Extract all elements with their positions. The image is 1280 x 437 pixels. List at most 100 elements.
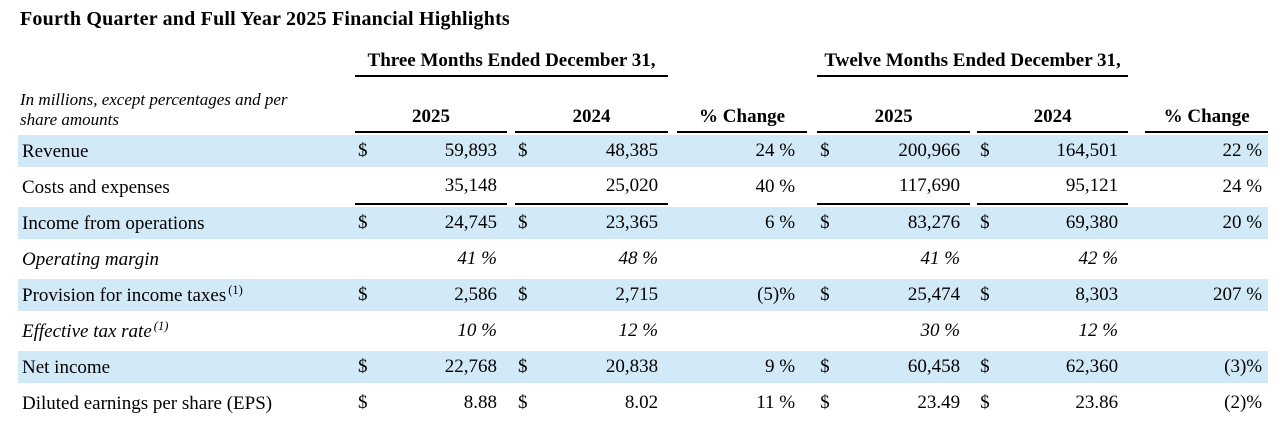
spacer: [668, 313, 677, 349]
dollar-sign: [355, 241, 378, 277]
spacer: [1128, 241, 1145, 277]
value-cell: 12 %: [1078, 320, 1119, 341]
spacer: [668, 385, 677, 421]
spacer: [1128, 349, 1146, 385]
spacer: [1128, 313, 1145, 349]
spacer: [1128, 385, 1145, 421]
value-cell: 59,893: [378, 133, 507, 169]
section-header-twelve-months: Twelve Months Ended December 31,: [817, 45, 1129, 77]
spacer: [970, 133, 978, 169]
value-cell: 95,121: [1000, 169, 1129, 205]
value-cell: 41 %: [920, 248, 961, 269]
row-label-text: Revenue: [22, 141, 89, 162]
spacer: [807, 77, 817, 133]
value-cell: 2,715: [538, 277, 669, 313]
value-cell: 62,360: [1000, 349, 1129, 385]
dollar-sign: [515, 169, 538, 205]
table-row-diluted-eps: Diluted earnings per share (EPS) $ 8.88 …: [18, 385, 1268, 421]
pct-change-cell: (5)%: [677, 277, 808, 313]
financial-highlights-table: Three Months Ended December 31, Twelve M…: [18, 45, 1269, 421]
dollar-sign: [355, 313, 378, 349]
row-label-text: Costs and expenses: [22, 177, 170, 198]
spacer: [668, 45, 677, 77]
value-cell: 200,966: [840, 133, 971, 169]
spacer: [1128, 77, 1145, 133]
dollar-sign: $: [355, 277, 378, 313]
pct-change-cell: [1145, 241, 1268, 277]
row-label: Revenue: [18, 133, 355, 169]
pct-change-cell: [677, 313, 807, 349]
dollar-sign: $: [355, 205, 378, 241]
dollar-sign: [515, 241, 538, 277]
row-label: Costs and expenses: [18, 169, 355, 205]
units-note: In millions, except percentages and per …: [20, 90, 288, 129]
value-cell: 41 %: [457, 248, 497, 269]
value-cell: 164,501: [1000, 133, 1129, 169]
pct-change-cell: 9 %: [677, 349, 808, 385]
column-header-row: In millions, except percentages and per …: [18, 77, 1269, 133]
dollar-sign: $: [355, 133, 378, 169]
dollar-sign: [817, 241, 840, 277]
spacer: [1128, 277, 1146, 313]
dollar-sign: $: [515, 277, 538, 313]
dollar-sign: $: [817, 277, 841, 313]
spacer: [668, 277, 678, 313]
dollar-sign: $: [977, 349, 1001, 385]
spacer: [970, 169, 977, 205]
spacer: [970, 313, 977, 349]
dollar-sign: [977, 241, 1000, 277]
spacer: [18, 45, 355, 77]
value-cell: 42 %: [1078, 248, 1119, 269]
section-header-three-months: Three Months Ended December 31,: [355, 45, 669, 77]
table-row-provision-for-income-taxes: Provision for income taxes (1) $ 2,586 $ …: [18, 277, 1269, 313]
value-cell: 25,020: [538, 169, 669, 205]
spacer: [807, 169, 817, 205]
dollar-sign: $: [980, 392, 990, 413]
col-header-tw-pct-change: % Change: [1145, 77, 1269, 133]
dollar-sign: $: [820, 392, 830, 413]
dollar-sign: $: [977, 277, 1001, 313]
pct-change-cell: 6 %: [677, 205, 808, 241]
value-cell: 8,303: [1000, 277, 1129, 313]
spacer: [807, 349, 818, 385]
row-label: Effective tax rate (1): [18, 313, 355, 349]
pct-change-cell: 40 %: [755, 176, 796, 197]
col-header-tm-2024: 2024: [515, 77, 669, 133]
value-cell: 23.49: [917, 392, 961, 413]
spacer: [970, 349, 978, 385]
spacer: [507, 241, 515, 277]
spacer: [1128, 169, 1145, 205]
dollar-sign: $: [977, 133, 1001, 169]
pct-change-cell: 207 %: [1145, 277, 1269, 313]
spacer: [807, 45, 817, 77]
pct-change-cell: [1145, 313, 1268, 349]
dollar-sign: $: [817, 133, 841, 169]
value-cell: 60,458: [840, 349, 971, 385]
spacer: [807, 133, 818, 169]
pct-change-cell: 24 %: [1222, 176, 1263, 197]
spacer: [507, 385, 515, 421]
spacer: [507, 77, 515, 133]
dollar-sign: [355, 169, 378, 205]
col-header-tw-2025: 2025: [817, 77, 971, 133]
row-label: Operating margin: [18, 241, 355, 277]
pct-change-cell: (3)%: [1145, 349, 1269, 385]
dollar-sign: $: [355, 349, 378, 385]
dollar-sign: $: [518, 392, 528, 413]
spacer: [677, 45, 807, 77]
spacer: [970, 277, 978, 313]
spacer: [507, 133, 515, 169]
table-row-effective-tax-rate: Effective tax rate (1) 10 % 12 % 30 % 12 …: [18, 313, 1268, 349]
dollar-sign: [515, 313, 538, 349]
dollar-sign: [817, 313, 840, 349]
footnote-marker: (1): [153, 319, 169, 333]
row-label: Diluted earnings per share (EPS): [18, 385, 355, 421]
value-cell: 10 %: [457, 320, 497, 341]
table-row-costs-and-expenses: Costs and expenses 35,148 25,020 40 % 11…: [18, 169, 1268, 205]
value-cell: 12 %: [618, 320, 659, 341]
pct-change-cell: 24 %: [677, 133, 808, 169]
spacer: [668, 169, 677, 205]
spacer: [807, 277, 818, 313]
row-label: Income from operations: [18, 205, 355, 241]
row-label-text: Operating margin: [22, 249, 160, 270]
